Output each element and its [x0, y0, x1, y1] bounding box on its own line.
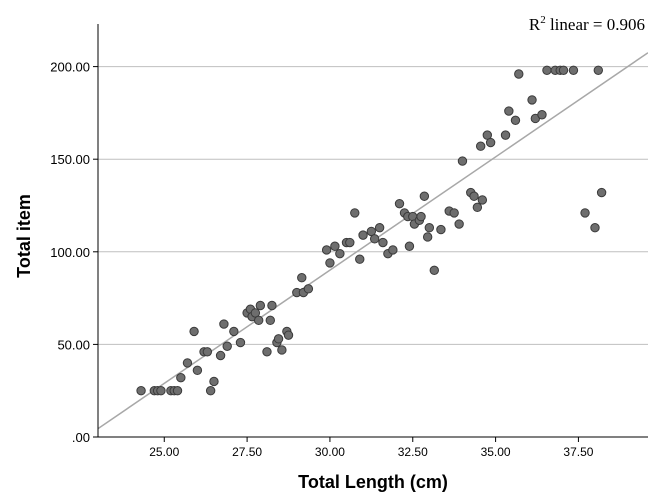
data-point: [219, 319, 229, 329]
data-point: [277, 345, 287, 355]
y-tick-label: 50.00: [57, 337, 90, 352]
data-point: [558, 65, 569, 76]
data-point: [542, 65, 552, 76]
data-point: [378, 237, 388, 248]
data-point: [253, 315, 264, 326]
data-point: [419, 191, 430, 201]
data-point: [580, 208, 590, 218]
data-point: [136, 385, 146, 396]
data-point: [267, 300, 277, 311]
x-tick-label: 32.50: [398, 445, 428, 459]
y-tick-label: 200.00: [50, 60, 90, 75]
data-point: [436, 224, 446, 235]
data-point: [593, 65, 604, 76]
data-point: [345, 237, 355, 248]
data-point: [568, 65, 579, 76]
data-point: [449, 208, 459, 218]
data-point: [369, 234, 380, 244]
data-point: [222, 341, 232, 351]
data-point: [500, 130, 511, 140]
data-point: [388, 245, 398, 255]
data-point: [537, 110, 547, 120]
data-point: [325, 258, 335, 268]
x-tick-label: 27.50: [232, 445, 262, 459]
x-tick-label: 30.00: [315, 445, 345, 459]
data-point: [176, 373, 186, 383]
data-point: [297, 273, 307, 283]
y-tick-label: 100.00: [50, 245, 90, 260]
y-tick-label: .00: [72, 430, 90, 445]
data-point: [527, 95, 537, 105]
y-tick-label: 150.00: [50, 152, 90, 167]
data-point: [215, 350, 226, 361]
x-tick-label: 35.00: [481, 445, 511, 459]
data-point: [255, 300, 266, 311]
data-points: [136, 65, 607, 396]
data-point: [265, 315, 275, 326]
data-point: [205, 385, 216, 396]
data-point: [235, 337, 246, 348]
data-point: [416, 211, 426, 222]
axes: [93, 24, 648, 442]
data-point: [355, 254, 365, 264]
data-point: [472, 202, 483, 213]
data-point: [596, 187, 607, 198]
data-point: [156, 385, 166, 396]
data-point: [429, 265, 439, 276]
x-tick-label: 25.00: [149, 445, 179, 459]
r-squared-annotation: R2 linear = 0.906: [529, 14, 645, 34]
data-point: [457, 156, 468, 166]
data-point: [192, 365, 203, 376]
data-point: [510, 115, 521, 126]
data-point: [321, 245, 332, 255]
data-point: [422, 232, 433, 242]
data-point: [454, 219, 464, 229]
data-point: [514, 69, 524, 79]
data-point: [182, 358, 193, 368]
gridlines: [98, 66, 648, 345]
data-point: [189, 326, 199, 337]
y-axis-title: Total item: [14, 194, 34, 278]
x-axis-title: Total Length (cm): [298, 472, 448, 492]
data-point: [475, 141, 486, 151]
data-point: [330, 241, 340, 251]
data-point: [303, 284, 314, 294]
data-point: [350, 208, 360, 218]
x-tick-label: 37.50: [563, 445, 593, 459]
data-point: [172, 385, 183, 396]
data-point: [202, 347, 213, 357]
data-point: [404, 241, 415, 251]
tick-labels: .00 50.00 100.00 150.00 200.00 25.00 27.50 30.0…: [50, 60, 594, 459]
data-point: [590, 223, 600, 233]
data-point: [394, 198, 405, 209]
data-point: [283, 330, 294, 340]
data-point: [262, 347, 272, 357]
data-point: [273, 334, 284, 344]
data-point: [469, 191, 479, 201]
data-point: [209, 376, 219, 387]
data-point: [504, 106, 514, 116]
data-point: [229, 326, 239, 337]
data-point: [485, 137, 496, 148]
data-point: [477, 195, 488, 205]
data-point: [424, 223, 435, 233]
data-point: [335, 248, 345, 259]
data-point: [358, 230, 368, 240]
data-point: [374, 223, 385, 233]
